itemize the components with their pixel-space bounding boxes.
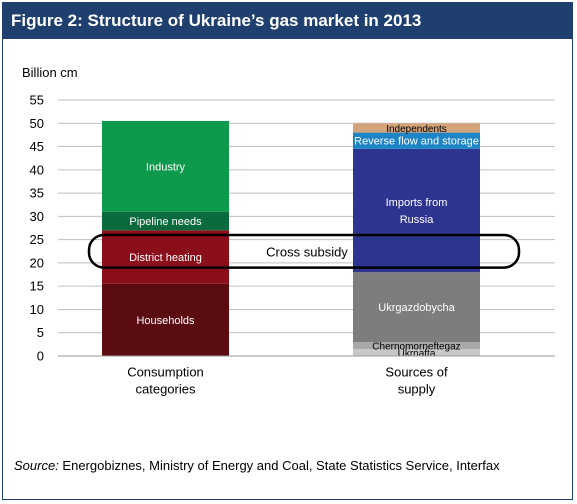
source-prefix: Source: — [14, 458, 59, 473]
bar-segment — [102, 211, 229, 231]
y-tick-label: 25 — [30, 232, 44, 247]
segment-label: Ukrgazdobycha — [378, 302, 455, 314]
cross-subsidy-label: Cross subsidy — [266, 244, 348, 259]
segment-label: Ukrnafta — [398, 349, 436, 360]
x-category-label: Sources of supply — [385, 365, 448, 397]
bar-segment — [102, 283, 229, 356]
bar-segment — [353, 132, 480, 149]
y-tick-label: 15 — [30, 279, 44, 294]
y-tick-label: 20 — [30, 255, 44, 270]
bar-segment — [353, 148, 480, 273]
y-tick-label: 35 — [30, 186, 44, 201]
source-text: Energobiznes, Ministry of Energy and Coa… — [58, 458, 500, 473]
segment-label: Independents — [386, 124, 447, 135]
y-tick-label: 0 — [37, 349, 44, 364]
bar-segment — [353, 123, 480, 133]
unit-label: Billion cm — [22, 65, 78, 80]
cross-subsidy-outline — [87, 233, 521, 269]
y-tick-label: 55 — [30, 93, 44, 108]
source-note: Source: Energobiznes, Ministry of Energy… — [14, 458, 500, 473]
y-tick-label: 5 — [37, 325, 44, 340]
y-tick-label: 10 — [30, 302, 44, 317]
y-tick-label: 45 — [30, 139, 44, 154]
segment-label: Chernomorneftegaz — [372, 342, 460, 353]
x-category-label: Consumption categories — [127, 365, 204, 397]
segment-label: Industry — [146, 161, 186, 173]
figure-frame: Figure 2: Structure of Ukraine’s gas mar… — [2, 2, 573, 500]
y-tick-label: 50 — [30, 116, 44, 131]
segment-label: Pipeline needs — [129, 216, 202, 228]
y-tick-label: 40 — [30, 162, 44, 177]
segment-label: Households — [136, 315, 195, 327]
bar-segment — [353, 349, 480, 356]
bar-segment — [102, 230, 229, 284]
segment-label: Reverse flow and storage — [354, 136, 479, 148]
bar-segment — [353, 342, 480, 350]
figure-title: Figure 2: Structure of Ukraine’s gas mar… — [3, 3, 572, 39]
bar-segment — [353, 272, 480, 343]
segment-label: Imports from Russia — [386, 197, 448, 226]
segment-label: District heating — [129, 252, 202, 264]
y-tick-label: 30 — [30, 209, 44, 224]
bar-segment — [102, 120, 229, 212]
